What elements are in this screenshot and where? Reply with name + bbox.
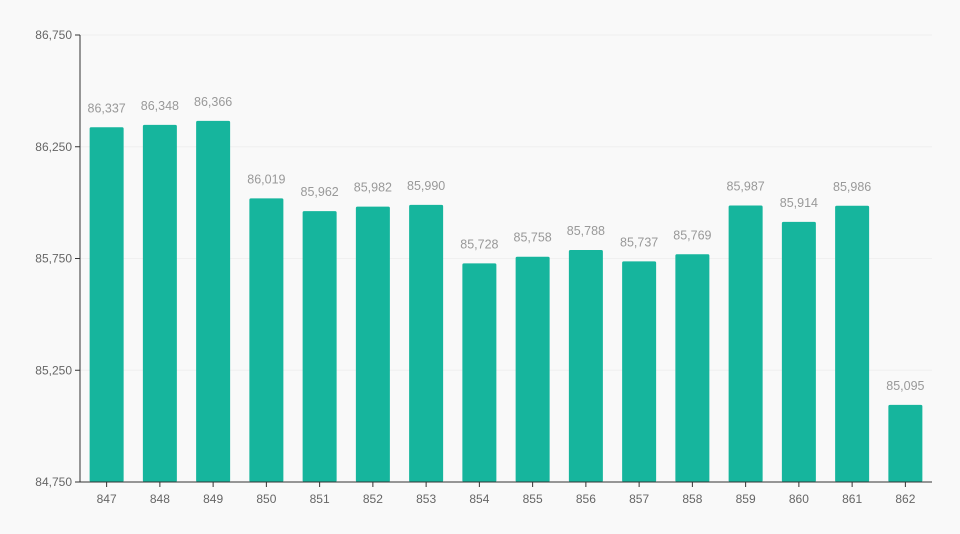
bar — [835, 205, 870, 482]
bar — [196, 120, 231, 482]
bar — [355, 206, 390, 482]
bar-value-label: 86,348 — [141, 99, 179, 113]
bar-value-label: 85,986 — [833, 180, 871, 194]
bar — [142, 124, 177, 483]
x-tick-label: 852 — [363, 492, 383, 506]
bar — [249, 198, 284, 483]
bar — [409, 204, 444, 483]
x-tick-label: 851 — [310, 492, 330, 506]
bar-value-label: 85,982 — [354, 181, 392, 195]
x-axis-ticks: 847 848 849 850 851 852 853 854 855 856 857 858 859 8… — [97, 482, 916, 506]
x-tick-label: 847 — [97, 492, 117, 506]
bar-value-label: 86,019 — [247, 172, 285, 186]
y-tick-label: 86,750 — [35, 28, 72, 42]
bar — [568, 250, 603, 482]
bar-value-label: 85,737 — [620, 235, 658, 249]
bar — [89, 127, 124, 483]
bar-value-label: 85,962 — [301, 185, 339, 199]
x-tick-label: 859 — [736, 492, 756, 506]
bar — [622, 261, 657, 482]
data-labels-group: 86,337 86,348 86,366 86,019 85,962 85,982 85,9… — [88, 95, 925, 393]
bar-value-label: 85,987 — [727, 180, 765, 194]
bar — [515, 256, 550, 482]
bar — [462, 263, 497, 482]
bar-value-label: 85,728 — [460, 237, 498, 251]
bar-value-label: 85,990 — [407, 179, 445, 193]
x-tick-label: 849 — [203, 492, 223, 506]
bar — [675, 254, 710, 482]
bar — [781, 221, 816, 482]
y-tick-label: 85,750 — [35, 252, 72, 266]
y-tick-label: 86,250 — [35, 140, 72, 154]
bars-group — [89, 120, 923, 483]
x-tick-label: 861 — [842, 492, 862, 506]
bar — [888, 404, 923, 482]
y-axis-ticks: 84,750 85,250 85,750 86,250 86,750 — [35, 28, 80, 489]
x-tick-label: 854 — [469, 492, 489, 506]
x-tick-label: 850 — [256, 492, 276, 506]
x-tick-label: 856 — [576, 492, 596, 506]
bar — [302, 211, 337, 483]
bar-value-label: 85,758 — [514, 231, 552, 245]
y-tick-label: 85,250 — [35, 363, 72, 377]
x-tick-label: 862 — [895, 492, 915, 506]
x-tick-label: 857 — [629, 492, 649, 506]
bar-value-label: 85,788 — [567, 224, 605, 238]
y-tick-label: 84,750 — [35, 475, 72, 489]
x-tick-label: 848 — [150, 492, 170, 506]
x-tick-label: 860 — [789, 492, 809, 506]
bar-value-label: 85,095 — [886, 379, 924, 393]
bar-value-label: 85,769 — [673, 228, 711, 242]
bar — [728, 205, 763, 482]
x-tick-label: 855 — [523, 492, 543, 506]
bar-value-label: 86,366 — [194, 95, 232, 109]
x-tick-label: 858 — [682, 492, 702, 506]
x-tick-label: 853 — [416, 492, 436, 506]
bar-value-label: 86,337 — [88, 101, 126, 115]
bar-value-label: 85,914 — [780, 196, 818, 210]
